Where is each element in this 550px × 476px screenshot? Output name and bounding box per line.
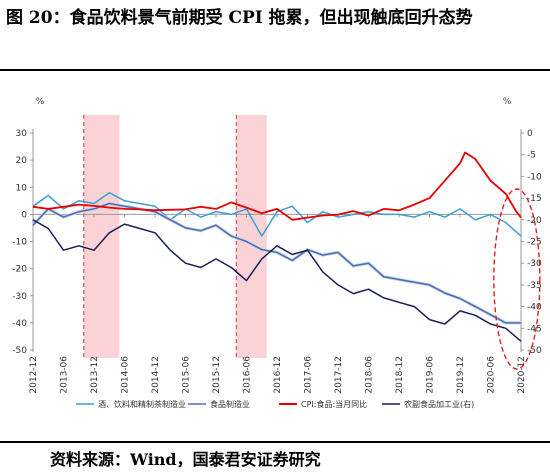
series-line-2 xyxy=(32,202,521,324)
shaded-periods xyxy=(83,115,267,358)
right-tick-label: 0 xyxy=(527,129,533,139)
highlight-overlay xyxy=(493,188,541,370)
x-tick-label: 2017-06 xyxy=(304,356,314,394)
series-line-1 xyxy=(32,191,522,237)
left-tick-label: -30 xyxy=(12,292,27,302)
right-tick-label: -40 xyxy=(527,303,542,313)
legend-label-1: 酒、饮料和精制茶制造业 xyxy=(98,399,186,409)
x-tick-label: 2016-12 xyxy=(273,356,283,394)
x-tick-label: 2018-12 xyxy=(395,356,405,394)
series-line-3 xyxy=(32,151,522,221)
right-tick-label: -15 xyxy=(527,194,542,204)
title-rule xyxy=(0,69,550,71)
right-tick-label: -10 xyxy=(527,172,542,182)
series-lines xyxy=(31,151,522,342)
x-tick-label: 2016-06 xyxy=(243,356,253,394)
x-tick-label: 2013-06 xyxy=(60,356,70,394)
left-tick-label: 30 xyxy=(16,129,28,139)
x-tick-label: 2019-12 xyxy=(456,356,466,394)
x-tick-label: 2015-06 xyxy=(182,356,192,394)
x-tick-label: 2020-06 xyxy=(487,356,497,394)
left-tick-label: 20 xyxy=(16,156,28,166)
x-tick-label: 2012-12 xyxy=(29,356,39,394)
right-tick-label: -5 xyxy=(527,151,536,161)
left-tick-label: 10 xyxy=(16,183,28,193)
right-axis-unit: % xyxy=(503,97,512,107)
legend-label-4: 农副食品加工业(右) xyxy=(404,399,474,409)
right-tick-label: -50 xyxy=(527,346,542,356)
x-tick-label: 2014-12 xyxy=(151,356,161,394)
shaded-period-1 xyxy=(83,115,120,358)
axes: % %3020100-10-20-30-40-500-5-10-15-20-25-… xyxy=(12,97,542,394)
series-line-4 xyxy=(32,219,522,342)
x-tick-label: 2013-12 xyxy=(90,356,100,394)
x-tick-label: 2019-06 xyxy=(426,356,436,394)
left-tick-label: -20 xyxy=(12,265,27,275)
left-tick-label: 0 xyxy=(21,210,27,220)
right-tick-label: -30 xyxy=(527,259,542,269)
left-tick-label: -50 xyxy=(12,346,27,356)
left-axis-unit: % xyxy=(36,97,45,107)
legend-label-2: 食品制造业 xyxy=(210,399,250,409)
legend: 酒、饮料和精制茶制造业 食品制造业 CPI:食品:当月同比 农副食品加工业(右) xyxy=(76,399,474,409)
left-tick-label: -10 xyxy=(12,238,27,248)
source-note: 资料来源：Wind，国泰君安证券研究 xyxy=(50,450,321,469)
x-tick-label: 2015-12 xyxy=(212,356,222,394)
x-tick-label: 2020-12 xyxy=(517,356,527,394)
x-tick-label: 2018-06 xyxy=(365,356,375,394)
right-tick-label: -45 xyxy=(527,324,542,334)
x-tick-label: 2017-12 xyxy=(334,356,344,394)
line-chart: % %3020100-10-20-30-40-500-5-10-15-20-25-… xyxy=(12,97,542,409)
left-tick-label: -40 xyxy=(12,319,27,329)
source-rule xyxy=(0,441,550,443)
figure-title: 图 20：食品饮料景气前期受 CPI 拖累，但出现触底回升态势 xyxy=(6,8,473,28)
legend-label-3: CPI:食品:当月同比 xyxy=(301,399,367,409)
right-tick-label: -35 xyxy=(527,281,542,291)
x-tick-label: 2014-06 xyxy=(121,356,131,394)
highlight-ellipse xyxy=(493,188,541,370)
right-tick-label: -25 xyxy=(527,238,542,248)
